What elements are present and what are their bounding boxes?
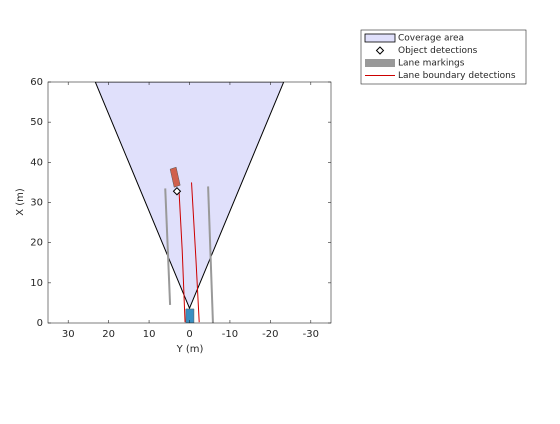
lane-boundary bbox=[178, 190, 186, 323]
legend-symbol bbox=[364, 33, 396, 43]
y-tick-label: 20 bbox=[30, 238, 43, 249]
y-tick-label: 0 bbox=[37, 318, 43, 329]
plot-area bbox=[94, 82, 285, 323]
detection bbox=[172, 187, 182, 196]
vehicle bbox=[169, 166, 181, 188]
legend-label: Object detections bbox=[398, 46, 478, 56]
y-axis-label: X (m) bbox=[15, 188, 26, 216]
vehicle bbox=[185, 308, 195, 323]
x-tick-label: -10 bbox=[222, 329, 238, 340]
lane-marking bbox=[164, 188, 172, 305]
coverage-area bbox=[94, 82, 285, 310]
y-tick-label: 30 bbox=[30, 198, 43, 209]
legend-label: Coverage area bbox=[398, 34, 464, 44]
y-tick-label: 50 bbox=[30, 117, 43, 128]
legend-label: Lane markings bbox=[398, 59, 465, 69]
x-tick-label: 0 bbox=[186, 329, 192, 340]
x-tick-label: 10 bbox=[143, 329, 156, 340]
legend-symbol bbox=[365, 59, 395, 67]
lane-marking bbox=[207, 186, 214, 323]
legend-label: Lane boundary detections bbox=[398, 71, 516, 81]
x-tick-label: -20 bbox=[262, 329, 278, 340]
x-tick-label: -30 bbox=[303, 329, 319, 340]
x-axis-label: Y (m) bbox=[176, 344, 204, 355]
y-tick-label: 40 bbox=[30, 157, 43, 168]
x-tick-label: 20 bbox=[102, 329, 115, 340]
y-tick-label: 10 bbox=[30, 278, 43, 289]
y-tick-label: 60 bbox=[30, 77, 43, 88]
legend-symbol bbox=[375, 46, 385, 55]
lane-boundary bbox=[191, 182, 200, 323]
x-tick-label: 30 bbox=[62, 329, 75, 340]
